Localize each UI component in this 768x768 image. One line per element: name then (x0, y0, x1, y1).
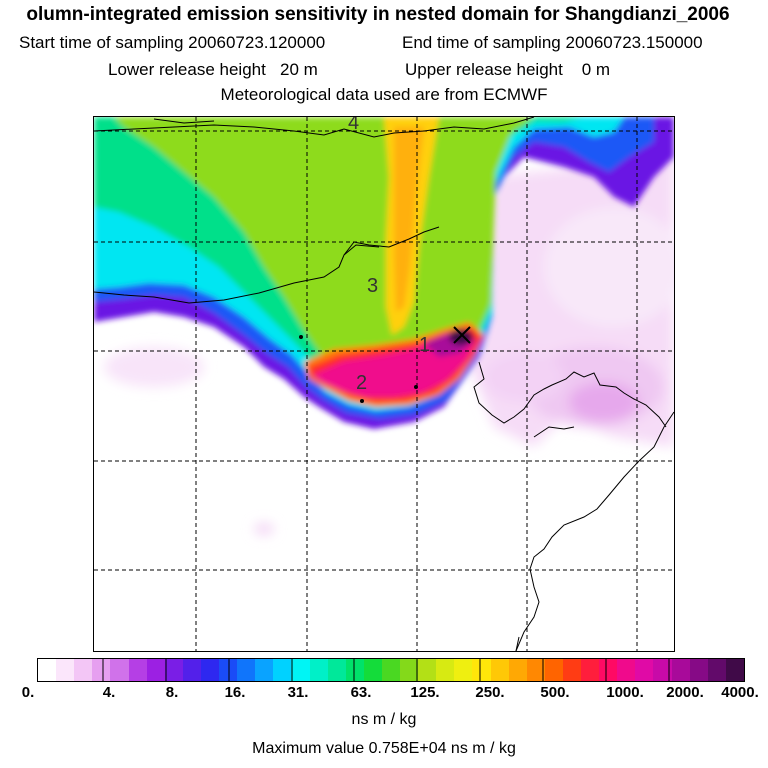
lower-release-label: Lower release height 20 m (108, 60, 318, 80)
colorbar-swatch (653, 659, 672, 681)
trajectory-label-2: 2 (356, 372, 367, 394)
coastline (94, 117, 674, 651)
colorbar-swatch (110, 659, 129, 681)
tick-label: 63. (350, 684, 372, 701)
tick-label: 16. (224, 684, 246, 701)
colorbar-swatch (38, 659, 56, 681)
lower-release-caption: Lower release height (108, 60, 266, 79)
met-data-line: Meteorological data used are from ECMWF (220, 85, 548, 104)
colorbar-swatch (147, 659, 165, 681)
tick-label: 31. (287, 684, 309, 701)
tick-label: 2000. (666, 684, 704, 701)
tick-label: 4000. (721, 684, 759, 701)
colorbar-swatch (346, 659, 364, 681)
tick-label: 250. (475, 684, 505, 701)
colorbar-swatch (726, 659, 744, 681)
start-time-value: 20060723.120000 (188, 33, 326, 52)
colorbar-swatch (183, 659, 201, 681)
colorbar-swatch (491, 659, 509, 681)
tick-label: 1000. (606, 684, 644, 701)
map-title: olumn-integrated emission sensitivity in… (26, 4, 730, 25)
end-time-label: End time of sampling 20060723.150000 (402, 33, 703, 53)
colorbar-swatch (708, 659, 726, 681)
maximum-value-text: Maximum value 0.758E+04 ns m / kg (252, 740, 516, 757)
colorbar-unit: ns m / kg (351, 711, 417, 728)
colorbar-swatches (38, 659, 744, 681)
colorbar-tick-labels: 0. 4. 8. 16. 31. 63. 125. 250. 500. 1000… (0, 684, 768, 704)
trajectory-label-3: 3 (367, 275, 378, 297)
start-time-caption: Start time of sampling (19, 33, 184, 52)
colorbar (37, 658, 745, 682)
trajectory-label-4: 4 (348, 117, 359, 134)
end-time-caption: End time of sampling (402, 33, 561, 52)
colorbar-swatch (635, 659, 653, 681)
sample-points (299, 335, 418, 403)
upper-release-label: Upper release height 0 m (405, 60, 610, 80)
colorbar-swatch (690, 659, 708, 681)
colorbar-swatch (328, 659, 346, 681)
tick-label: 500. (540, 684, 570, 701)
colorbar-swatch (74, 659, 92, 681)
colorbar-swatch (165, 659, 183, 681)
colorbar-swatch (672, 659, 690, 681)
colorbar-swatch (617, 659, 635, 681)
colorbar-swatch (527, 659, 545, 681)
tick-label: 125. (410, 684, 440, 701)
colorbar-swatch (418, 659, 436, 681)
colorbar-swatch (201, 659, 219, 681)
colorbar-swatch (56, 659, 74, 681)
colorbar-swatch (382, 659, 400, 681)
lat-lon-grid (94, 117, 674, 651)
colorbar-swatch (255, 659, 273, 681)
upper-release-caption: Upper release height (405, 60, 563, 79)
colorbar-swatch (436, 659, 454, 681)
colorbar-swatch (291, 659, 310, 681)
colorbar-swatch (92, 659, 110, 681)
end-time-value: 20060723.150000 (565, 33, 703, 52)
colorbar-swatch (364, 659, 382, 681)
colorbar-swatch (219, 659, 237, 681)
emission-sensitivity-map: 4 3 1 2 (93, 116, 675, 652)
receptor-station-icon (453, 326, 471, 344)
colorbar-swatch (129, 659, 147, 681)
trajectory-labels: 4 3 1 2 (348, 117, 430, 394)
colorbar-swatch (581, 659, 599, 681)
colorbar-swatch (599, 659, 617, 681)
colorbar-swatch (563, 659, 581, 681)
colorbar-swatch (237, 659, 255, 681)
low-sensitivity-field (104, 157, 674, 535)
tick-label: 4. (102, 684, 116, 701)
colorbar-swatch (400, 659, 418, 681)
colorbar-swatch (454, 659, 472, 681)
lower-release-value: 20 m (280, 60, 318, 79)
colorbar-swatch (472, 659, 491, 681)
upper-release-value: 0 m (581, 60, 611, 79)
colorbar-swatch (310, 659, 328, 681)
tick-label: 8. (165, 684, 179, 701)
start-time-label: Start time of sampling 20060723.120000 (19, 33, 325, 53)
tick-label: 0. (21, 684, 35, 701)
colorbar-swatch (509, 659, 527, 681)
plume-field (94, 117, 674, 429)
colorbar-swatch (273, 659, 291, 681)
trajectory-label-1: 1 (419, 334, 430, 356)
colorbar-swatch (545, 659, 563, 681)
